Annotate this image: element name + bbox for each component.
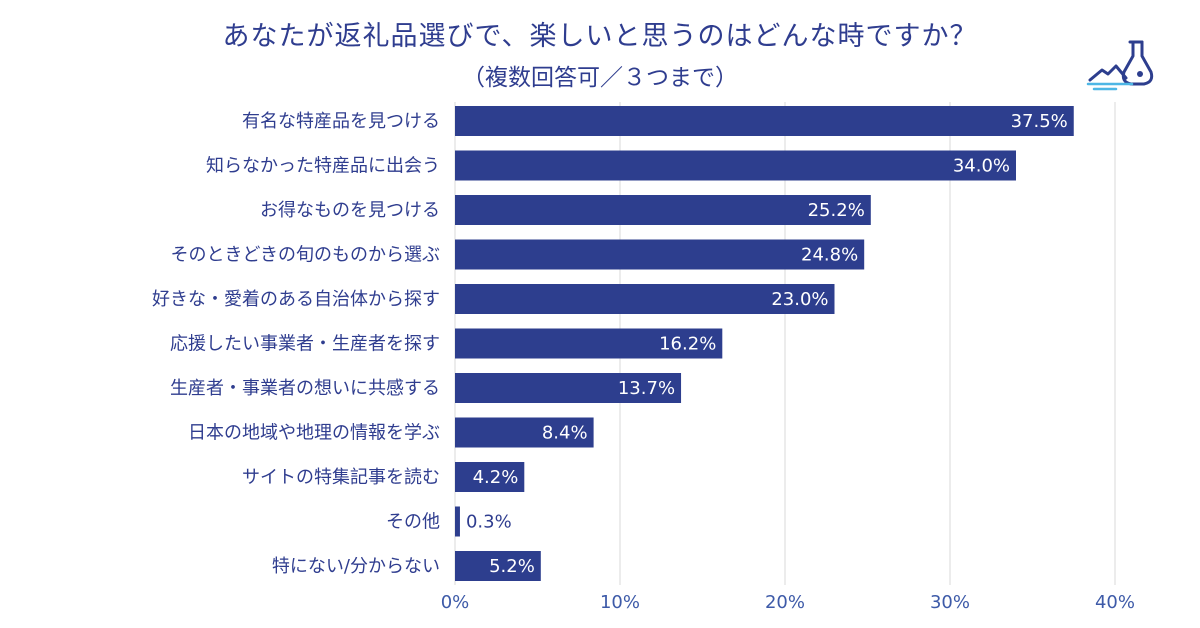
value-label: 4.2% bbox=[473, 467, 519, 488]
category-label: そのときどきの旬のものから選ぶ bbox=[171, 245, 440, 266]
x-tick-label: 0% bbox=[441, 592, 470, 613]
bar bbox=[455, 551, 541, 581]
value-label: 24.8% bbox=[801, 245, 858, 266]
value-label: 23.0% bbox=[771, 289, 828, 310]
value-label: 25.2% bbox=[808, 200, 865, 221]
category-label: 日本の地域や地理の情報を学ぶ bbox=[188, 423, 440, 444]
value-label: 5.2% bbox=[489, 556, 535, 577]
category-label: 特にない/分からない bbox=[272, 556, 440, 577]
value-label: 8.4% bbox=[542, 423, 588, 444]
x-tick-label: 40% bbox=[1095, 592, 1135, 613]
category-label: サイトの特集記事を読む bbox=[242, 467, 440, 488]
bar bbox=[455, 462, 525, 492]
chart-title: あなたが返礼品選びで、楽しいと思うのはどんな時ですか？ bbox=[222, 21, 978, 52]
x-tick-label: 20% bbox=[765, 592, 805, 613]
bar bbox=[455, 195, 871, 225]
category-label: 有名な特産品を見つける bbox=[242, 111, 440, 132]
x-tick-label: 30% bbox=[930, 592, 970, 613]
x-tick-label: 10% bbox=[600, 592, 640, 613]
value-label: 13.7% bbox=[618, 378, 675, 399]
bar bbox=[455, 284, 835, 314]
chart-subtitle: （複数回答可／３つまで） bbox=[462, 65, 738, 91]
category-label: 知らなかった特産品に出会う bbox=[206, 156, 440, 177]
category-label: その他 bbox=[386, 512, 440, 533]
value-label: 34.0% bbox=[953, 156, 1010, 177]
bar bbox=[455, 106, 1074, 136]
category-label: 応援したい事業者・生産者を探す bbox=[170, 334, 440, 355]
flask-landscape-icon bbox=[1086, 40, 1154, 91]
bar bbox=[455, 506, 460, 537]
category-label: 好きな・愛着のある自治体から探す bbox=[152, 289, 440, 310]
bar bbox=[455, 328, 723, 359]
category-label: 生産者・事業者の想いに共感する bbox=[170, 378, 440, 399]
category-label: お得なものを見つける bbox=[260, 200, 440, 221]
bar bbox=[455, 373, 682, 403]
value-label: 16.2% bbox=[659, 334, 716, 355]
bar bbox=[455, 417, 594, 448]
bar bbox=[455, 150, 1016, 181]
value-label: 37.5% bbox=[1011, 111, 1068, 132]
bar bbox=[455, 239, 865, 270]
value-label: 0.3% bbox=[466, 512, 512, 533]
